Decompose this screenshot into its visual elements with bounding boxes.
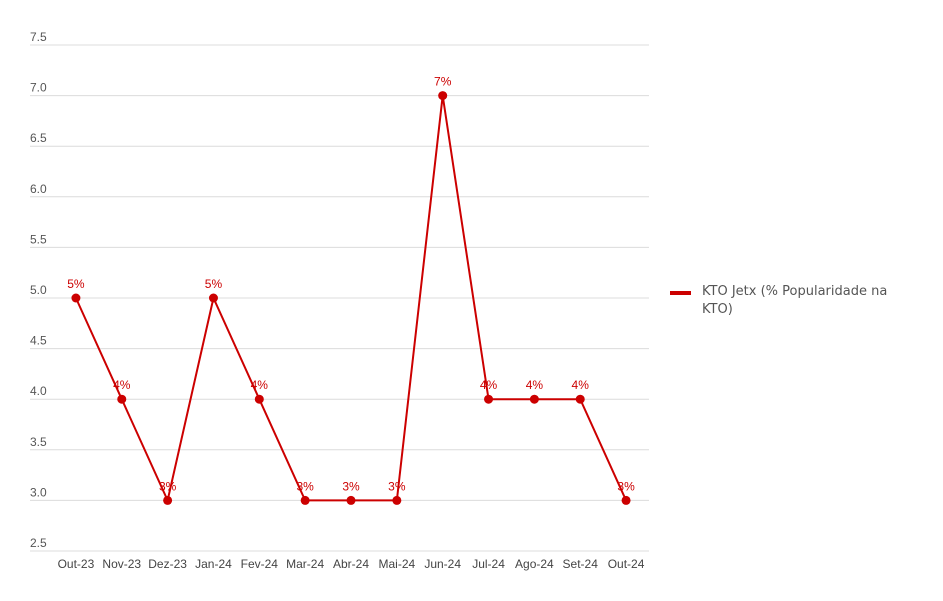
- y-tick-label: 5.0: [30, 283, 47, 297]
- data-point: [392, 495, 402, 505]
- data-point: [575, 394, 585, 404]
- data-label: 4%: [572, 378, 590, 392]
- y-tick-label: 2.5: [30, 536, 47, 550]
- x-tick-label: Out-24: [608, 557, 645, 571]
- data-label: 4%: [480, 378, 498, 392]
- x-tick-label: Mar-24: [286, 557, 324, 571]
- data-label: 4%: [251, 378, 269, 392]
- x-tick-label: Out-23: [58, 557, 95, 571]
- y-tick-label: 3.0: [30, 485, 47, 499]
- y-tick-label: 7.0: [30, 81, 47, 95]
- legend-swatch: [670, 291, 691, 295]
- y-tick-label: 3.5: [30, 435, 47, 449]
- data-point: [438, 91, 448, 101]
- data-label: 4%: [113, 378, 131, 392]
- data-point: [208, 293, 218, 303]
- x-tick-label: Mai-24: [379, 557, 416, 571]
- legend: KTO Jetx (% Popularidade na KTO): [670, 283, 890, 319]
- data-point: [621, 495, 631, 505]
- x-tick-label: Ago-24: [515, 557, 554, 571]
- data-label: 3%: [617, 479, 635, 493]
- data-label: 3%: [342, 479, 360, 493]
- x-tick-label: Set-24: [563, 557, 599, 571]
- y-tick-label: 6.0: [30, 182, 47, 196]
- data-point: [117, 394, 127, 404]
- data-point: [254, 394, 264, 404]
- x-tick-label: Jul-24: [472, 557, 505, 571]
- x-tick-label: Dez-23: [148, 557, 187, 571]
- x-tick-label: Abr-24: [333, 557, 369, 571]
- y-tick-label: 4.5: [30, 334, 47, 348]
- data-label: 4%: [526, 378, 544, 392]
- data-point: [300, 495, 310, 505]
- y-tick-label: 6.5: [30, 131, 47, 145]
- x-tick-label: Jun-24: [424, 557, 461, 571]
- data-point: [71, 293, 81, 303]
- data-label: 3%: [296, 479, 314, 493]
- data-label: 7%: [434, 75, 452, 89]
- data-label: 3%: [388, 479, 406, 493]
- legend-label: KTO Jetx (% Popularidade na KTO): [702, 284, 888, 317]
- data-point: [346, 495, 356, 505]
- x-tick-label: Fev-24: [241, 557, 279, 571]
- data-label: 3%: [159, 479, 177, 493]
- data-point: [484, 394, 494, 404]
- data-point: [529, 394, 539, 404]
- data-label: 5%: [205, 277, 223, 291]
- data-label: 5%: [67, 277, 85, 291]
- data-point: [163, 495, 173, 505]
- y-tick-label: 5.5: [30, 232, 47, 246]
- x-tick-label: Jan-24: [195, 557, 232, 571]
- y-tick-label: 7.5: [30, 30, 47, 44]
- x-tick-label: Nov-23: [102, 557, 141, 571]
- y-tick-label: 4.0: [30, 384, 47, 398]
